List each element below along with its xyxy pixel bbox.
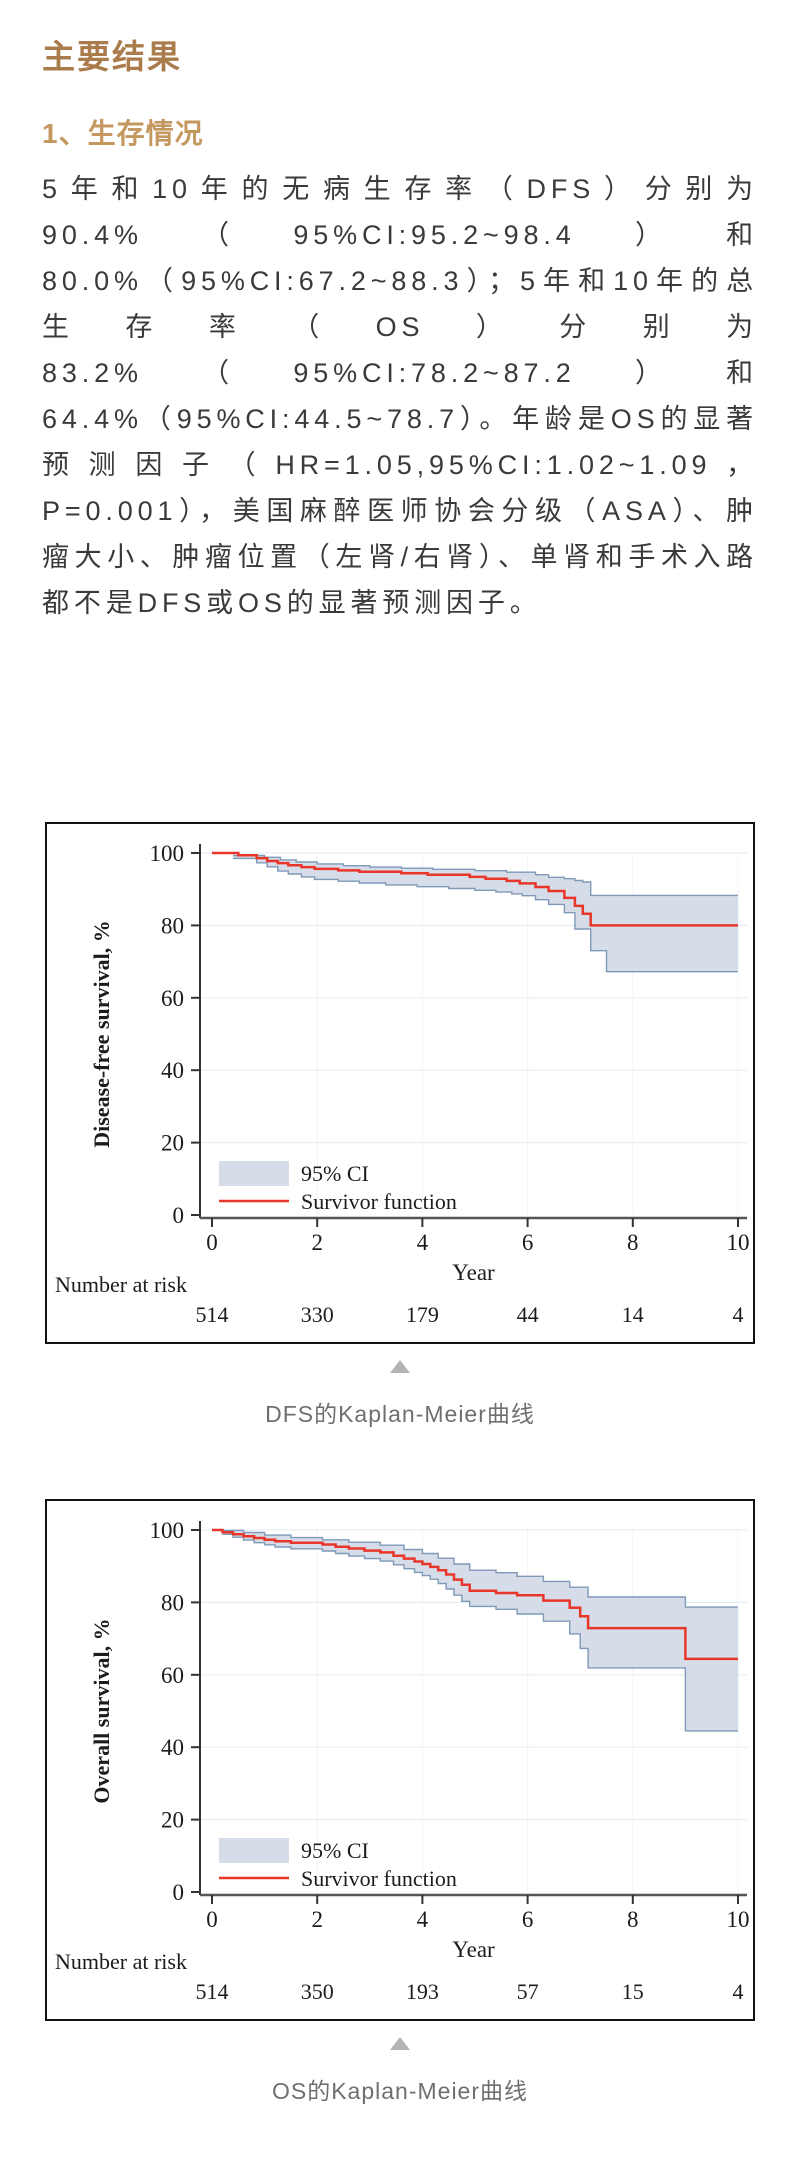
svg-text:514: 514 (196, 1302, 229, 1327)
svg-text:6: 6 (522, 1230, 534, 1255)
caption-arrow-up-icon (390, 2037, 410, 2050)
svg-text:2: 2 (311, 1907, 323, 1932)
svg-text:95% CI: 95% CI (301, 1161, 369, 1186)
svg-text:0: 0 (206, 1907, 218, 1932)
svg-text:0: 0 (206, 1230, 218, 1255)
svg-text:4: 4 (417, 1907, 429, 1932)
dfs-chart-figure: 0 20 40 60 80 100 0 2 4 6 8 10 Disease-free survival… (42, 822, 758, 1429)
svg-text:10: 10 (727, 1907, 750, 1932)
dfs-chart-caption: DFS的Kaplan-Meier曲线 (265, 1401, 535, 1427)
svg-text:57: 57 (517, 1979, 539, 2004)
svg-text:20: 20 (161, 1808, 184, 1833)
dfs-kaplan-meier-chart: 0 20 40 60 80 100 0 2 4 6 8 10 Disease-free survival… (45, 822, 755, 1344)
os-chart-figure: 0 20 40 60 80 100 0 2 4 6 8 10 Overall survival, % Ye… (42, 1499, 758, 2106)
svg-text:4: 4 (733, 1979, 744, 2004)
dfs-chart-svg: 0 20 40 60 80 100 0 2 4 6 8 10 Disease-free survival… (55, 841, 750, 1327)
svg-text:14: 14 (622, 1302, 644, 1327)
svg-text:179: 179 (406, 1302, 439, 1327)
os-chart-caption: OS的Kaplan-Meier曲线 (271, 2078, 529, 2104)
body-paragraph: 5年和10年的无病生存率（DFS）分别为90.4%（95%CI:95.2~98.… (42, 174, 758, 618)
svg-text:6: 6 (522, 1907, 534, 1932)
svg-text:193: 193 (406, 1979, 439, 2004)
svg-text:4: 4 (417, 1230, 429, 1255)
svg-text:4: 4 (733, 1302, 744, 1327)
svg-text:514: 514 (196, 1979, 229, 2004)
svg-text:2: 2 (311, 1230, 323, 1255)
caption-arrow-up-icon (390, 1360, 410, 1373)
svg-text:0: 0 (173, 1880, 185, 1905)
svg-text:330: 330 (301, 1302, 334, 1327)
svg-text:Year: Year (452, 1937, 495, 1962)
svg-text:100: 100 (150, 1518, 185, 1543)
svg-text:Overall survival, %: Overall survival, % (89, 1618, 114, 1803)
section-heading: 1、生存情况 (42, 118, 204, 149)
svg-text:100: 100 (150, 841, 185, 866)
svg-text:Survivor function: Survivor function (301, 1866, 457, 1891)
svg-text:8: 8 (627, 1230, 639, 1255)
svg-text:40: 40 (161, 1058, 184, 1083)
svg-text:80: 80 (161, 913, 184, 938)
os-kaplan-meier-chart: 0 20 40 60 80 100 0 2 4 6 8 10 Overall survival, % Ye… (45, 1499, 755, 2021)
svg-text:350: 350 (301, 1979, 334, 2004)
svg-text:10: 10 (727, 1230, 750, 1255)
svg-text:Number at risk: Number at risk (55, 1272, 187, 1297)
os-chart-svg: 0 20 40 60 80 100 0 2 4 6 8 10 Overall survival, % Ye… (55, 1518, 750, 2004)
svg-text:44: 44 (517, 1302, 539, 1327)
svg-text:Survivor function: Survivor function (301, 1189, 457, 1214)
svg-text:15: 15 (622, 1979, 644, 2004)
article: 主要结果 1、生存情况 5年和10年的无病生存率（DFS）分别为90.4%（95… (0, 30, 800, 2106)
page-title: 主要结果 (42, 40, 182, 76)
svg-text:95% CI: 95% CI (301, 1838, 369, 1863)
svg-text:0: 0 (173, 1203, 185, 1228)
svg-text:40: 40 (161, 1735, 184, 1760)
svg-text:8: 8 (627, 1907, 639, 1932)
svg-text:Year: Year (452, 1260, 495, 1285)
svg-text:80: 80 (161, 1590, 184, 1615)
svg-text:Disease-free survival, %: Disease-free survival, % (89, 920, 114, 1148)
svg-text:Number at risk: Number at risk (55, 1949, 187, 1974)
svg-text:20: 20 (161, 1131, 184, 1156)
svg-text:60: 60 (161, 1663, 184, 1688)
svg-text:60: 60 (161, 986, 184, 1011)
